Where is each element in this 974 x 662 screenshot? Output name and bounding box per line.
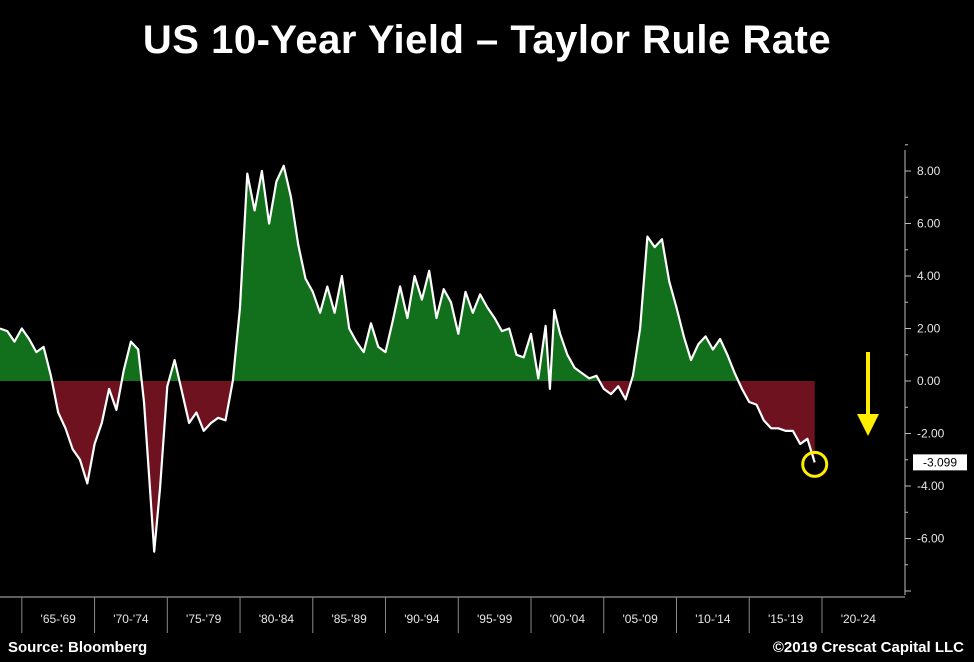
copyright-note: ©2019 Crescat Capital LLC <box>772 639 964 656</box>
source-note: Source: Bloomberg <box>8 639 148 656</box>
x-tick-label: '00-'04 <box>550 612 586 626</box>
x-tick-label: '65-'69 <box>41 612 77 626</box>
y-tick-label: 2.00 <box>917 322 941 336</box>
y-tick-label: 0.00 <box>917 374 941 388</box>
x-tick-label: '75-'79 <box>186 612 222 626</box>
x-tick-label: '15-'19 <box>768 612 804 626</box>
y-tick-label: -6.00 <box>917 532 945 546</box>
down-arrow-icon <box>857 352 879 436</box>
x-tick-label: '20-'24 <box>841 612 877 626</box>
chart-title: US 10-Year Yield – Taylor Rule Rate <box>142 18 832 62</box>
highlight-circle <box>801 450 829 478</box>
x-tick-label: '10-'14 <box>695 612 731 626</box>
y-tick-label: 8.00 <box>917 164 941 178</box>
x-tick-label: '95-'99 <box>477 612 513 626</box>
y-tick-label: -2.00 <box>917 427 945 441</box>
x-tick-label: '80-'84 <box>259 612 295 626</box>
last-value-tag: -3.099 <box>913 454 967 471</box>
y-tick-label: 4.00 <box>917 269 941 283</box>
last-value-label: -3.099 <box>923 455 957 469</box>
negative-area <box>0 381 815 552</box>
series-line <box>0 164 816 553</box>
x-tick-label: '90-'94 <box>404 612 440 626</box>
y-tick-label: -4.00 <box>917 479 945 493</box>
y-tick-label: 6.00 <box>917 217 941 231</box>
positive-area <box>0 165 815 381</box>
x-tick-label: '70-'74 <box>113 612 149 626</box>
x-tick-label: '85-'89 <box>332 612 368 626</box>
last-value-box <box>913 454 967 471</box>
x-tick-label: '05-'09 <box>622 612 658 626</box>
